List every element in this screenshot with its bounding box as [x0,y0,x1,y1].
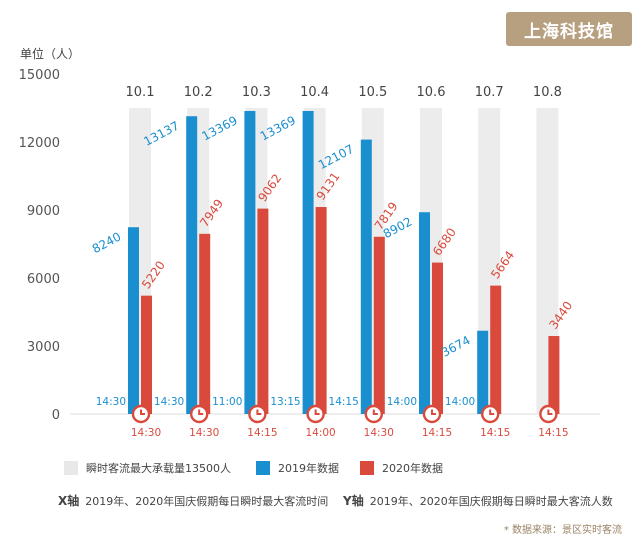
x-category-label: 10.6 [417,85,446,100]
time-label-2019: 14:30 [154,396,184,408]
x-category-label: 10.5 [358,85,387,100]
time-label-2019: 14:30 [96,396,126,408]
venue-badge: 上海科技馆 [506,12,632,46]
time-label-2019: 14:15 [329,396,359,408]
clock-icon [189,404,209,424]
bar-2019 [186,116,198,414]
legend-swatch-2019 [256,461,270,475]
x-axis-text: 2019年、2020年国庆假期每日瞬时最大客流时间 [85,495,329,508]
bar-2019 [360,139,372,415]
y-tick-label: 9000 [27,204,60,219]
x-axis-key: X轴 [58,494,80,508]
time-label-2020: 14:15 [480,427,510,439]
x-category-label: 10.3 [242,85,271,100]
y-axis-note: Y轴 2019年、2020年国庆假期每日瞬时最大客流人数 [343,492,613,509]
time-label-2020: 14:30 [131,427,161,439]
bar-2020 [432,262,443,414]
y-axis-text: 2019年、2020年国庆假期每日瞬时最大客流人数 [369,495,613,508]
y-axis-key: Y轴 [343,494,364,508]
clock-icon [248,404,267,424]
data-source: * 数据来源：景区实时客流 [503,525,622,536]
legend-item-2020: 2020年数据 [360,460,443,476]
bar-2020 [548,336,560,414]
clock-icon [539,404,558,424]
legend-item-2019: 2019年数据 [256,460,339,476]
clock-icon [481,404,500,424]
y-axis-unit-label: 单位（人） [20,46,80,61]
data-label-2019: 8240 [90,230,124,257]
x-category-label: 10.8 [533,85,562,100]
legend-swatch-2020 [360,461,374,475]
y-tick-label: 6000 [27,272,60,287]
bar-2020 [373,236,385,414]
time-label-2020: 14:15 [538,427,568,439]
x-category-label: 10.4 [300,85,329,100]
legend-label-capacity: 瞬时客流最大承载量13500人 [86,462,231,475]
y-tick-label: 3000 [27,340,60,355]
legend-item-capacity: 瞬时客流最大承载量13500人 [64,460,231,476]
data-label-2019: 3674 [439,333,473,360]
bar-2020 [257,208,269,414]
clock-icon [306,404,325,424]
bar-2019 [244,110,256,414]
bar-chart: 单位（人） 15000 12000 9000 6000 3000 0 10.1 8240 14:3… [19,46,600,439]
bar-2019 [477,330,489,414]
y-tick-label: 0 [52,408,60,423]
time-label-2020: 14:30 [364,427,394,439]
y-tick-label: 12000 [19,136,60,151]
bar-2020 [315,207,327,414]
time-label-2019: 14:00 [445,396,475,408]
x-category-label: 10.7 [475,85,504,100]
time-label-2019: 13:15 [270,396,300,408]
y-tick-label: 15000 [19,68,60,83]
time-label-2019: 11:00 [212,396,242,408]
legend: 瞬时客流最大承载量13500人 2019年数据 2020年数据 [0,460,640,480]
legend-label-2019: 2019年数据 [278,462,339,475]
clock-icon [422,404,442,424]
x-axis-note: X轴 2019年、2020年国庆假期每日瞬时最大客流时间 [58,492,328,509]
time-label-2020: 14:30 [189,427,219,439]
legend-swatch-capacity [64,461,78,475]
bar-2019 [302,110,314,414]
x-category-label: 10.1 [126,85,155,100]
time-label-2019: 14:00 [387,396,417,408]
x-category-label: 10.2 [184,85,213,100]
bar-2020 [199,233,211,414]
bar-2019 [128,227,139,414]
bar-2019 [419,212,430,414]
time-label-2020: 14:15 [422,427,452,439]
time-label-2020: 14:15 [247,427,277,439]
clock-icon [131,404,151,424]
legend-label-2020: 2020年数据 [382,462,443,475]
bar-2020 [141,295,152,414]
time-label-2020: 14:00 [305,427,335,439]
clock-icon [364,404,383,424]
bar-2020 [490,285,502,414]
